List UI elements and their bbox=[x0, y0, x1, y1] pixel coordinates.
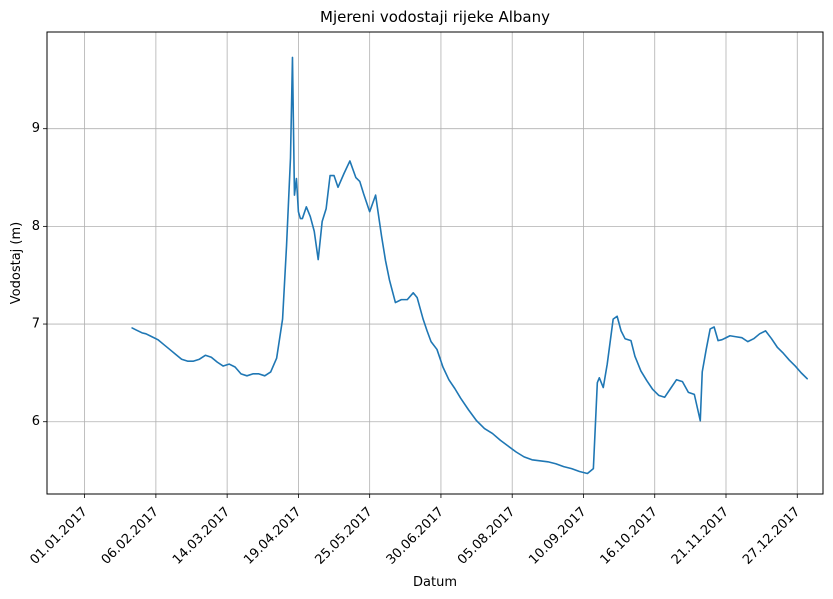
x-tick-label: 05.08.2017 bbox=[455, 504, 518, 567]
x-axis-ticks: 01.01.2017 06.02.2017 14.03.2017 19.04.2017… bbox=[27, 494, 803, 568]
x-tick-label: 27.12.2017 bbox=[740, 504, 803, 567]
y-tick-label: 8 bbox=[32, 219, 40, 234]
y-tick-label: 6 bbox=[32, 414, 40, 429]
x-tick-label: 06.02.2017 bbox=[99, 504, 162, 567]
x-tick-label: 30.06.2017 bbox=[384, 504, 447, 567]
water-level-line bbox=[131, 56, 808, 475]
y-axis-ticks: 6 7 8 9 bbox=[32, 121, 47, 429]
series-group bbox=[131, 56, 808, 475]
x-tick-label: 25.05.2017 bbox=[312, 504, 375, 567]
x-tick-label: 21.11.2017 bbox=[669, 504, 732, 567]
y-tick-label: 7 bbox=[32, 317, 40, 332]
grid-lines bbox=[47, 32, 823, 494]
x-tick-label: 14.03.2017 bbox=[170, 504, 233, 567]
y-axis-label: Vodostaj (m) bbox=[9, 222, 24, 304]
x-tick-label: 16.10.2017 bbox=[598, 504, 661, 567]
x-tick-label: 10.09.2017 bbox=[526, 504, 589, 567]
x-tick-label: 01.01.2017 bbox=[27, 504, 90, 567]
plot-frame bbox=[46, 31, 824, 495]
x-axis-label: Datum bbox=[413, 575, 457, 590]
chart-title: Mjereni vodostaji rijeke Albany bbox=[320, 8, 550, 26]
x-tick-label: 19.04.2017 bbox=[241, 504, 304, 567]
y-tick-label: 9 bbox=[32, 121, 40, 136]
